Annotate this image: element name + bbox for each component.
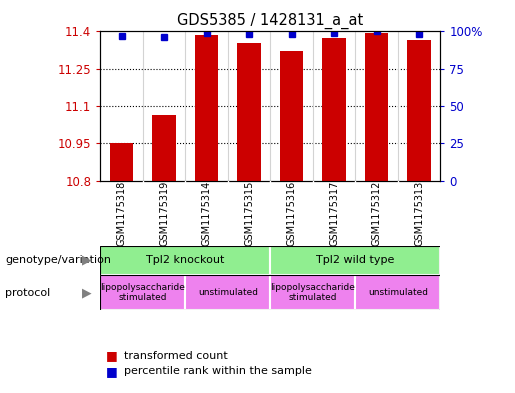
Bar [355,275,440,310]
Bar [365,33,388,181]
Text: lipopolysaccharide
stimulated: lipopolysaccharide stimulated [100,283,185,303]
Bar [280,51,303,181]
Text: ■: ■ [106,349,117,362]
Text: Tpl2 knockout: Tpl2 knockout [146,255,225,265]
Text: GSM1175317: GSM1175317 [329,180,339,246]
Bar [270,246,440,275]
Bar [270,275,355,310]
Text: GSM1175318: GSM1175318 [117,180,127,246]
Text: ▶: ▶ [82,286,92,299]
Text: ▶: ▶ [82,254,92,267]
Text: Tpl2 wild type: Tpl2 wild type [316,255,394,265]
Text: protocol: protocol [5,288,50,298]
Text: percentile rank within the sample: percentile rank within the sample [124,366,312,376]
Bar [110,143,133,181]
Text: ■: ■ [106,365,117,378]
Text: GSM1175319: GSM1175319 [159,180,169,246]
Bar [322,38,346,181]
Text: GSM1175312: GSM1175312 [372,180,382,246]
Text: GSM1175313: GSM1175313 [414,180,424,246]
Text: GSM1175316: GSM1175316 [287,180,297,246]
Bar [195,35,218,181]
Bar [152,115,176,181]
Bar [237,42,261,181]
Text: unstimulated: unstimulated [368,288,428,297]
Text: genotype/variation: genotype/variation [5,255,111,265]
Bar [185,275,270,310]
Text: transformed count: transformed count [124,351,227,361]
Bar [100,275,185,310]
Bar [100,246,270,275]
Bar [407,40,431,181]
Text: GSM1175315: GSM1175315 [244,180,254,246]
Text: lipopolysaccharide
stimulated: lipopolysaccharide stimulated [270,283,355,303]
Text: GSM1175314: GSM1175314 [202,180,212,246]
Text: unstimulated: unstimulated [198,288,258,297]
Title: GDS5385 / 1428131_a_at: GDS5385 / 1428131_a_at [177,13,364,29]
